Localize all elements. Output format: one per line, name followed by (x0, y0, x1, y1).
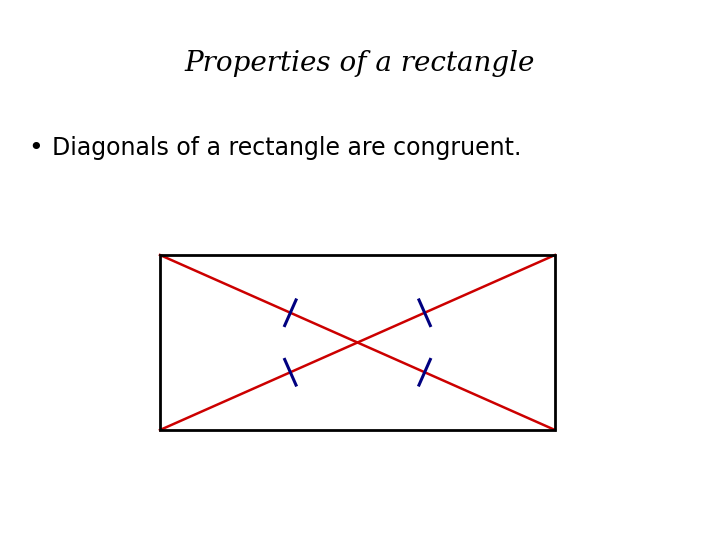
Text: •: • (28, 136, 42, 160)
Bar (160, 255, 555, 430)
Text: Diagonals of a rectangle are congruent.: Diagonals of a rectangle are congruent. (52, 136, 521, 160)
Text: Properties of a rectangle: Properties of a rectangle (185, 50, 535, 77)
